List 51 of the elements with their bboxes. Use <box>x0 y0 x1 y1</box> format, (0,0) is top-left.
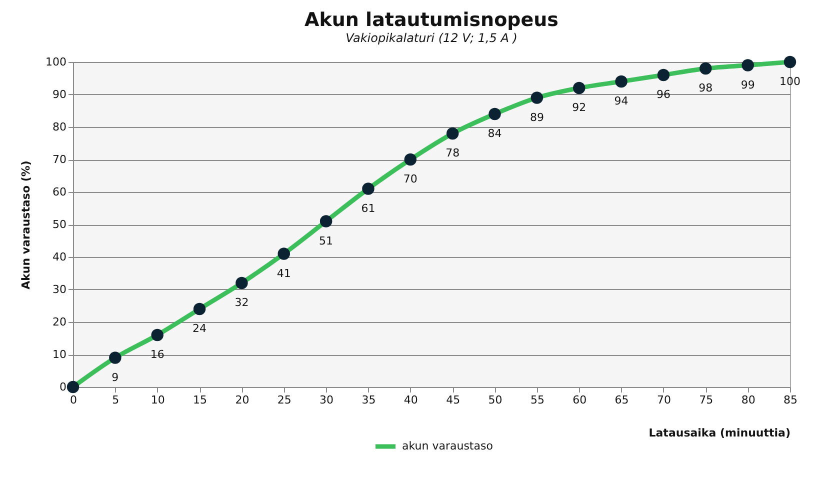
x-tick-label: 80 <box>741 394 756 406</box>
x-tick-label: 40 <box>404 394 418 406</box>
x-axis-title: Latausaika (minuuttia) <box>648 426 790 440</box>
data-label: 98 <box>698 82 713 94</box>
data-label: 100 <box>780 75 800 88</box>
data-label: 9 <box>112 370 119 384</box>
y-tick-label: 50 <box>52 218 66 231</box>
data-label: 51 <box>319 234 334 248</box>
data-label: 84 <box>488 127 502 140</box>
data-label: 96 <box>656 88 670 101</box>
y-tick-label: 20 <box>52 316 66 328</box>
x-tick-label: 45 <box>446 394 460 406</box>
y-tick-label: 90 <box>52 88 66 101</box>
data-label: 78 <box>446 146 460 160</box>
x-tick-label: 85 <box>784 394 798 406</box>
y-tick-label: 10 <box>52 348 66 361</box>
legend-label: akun varaustaso <box>402 440 494 452</box>
data-label: 41 <box>276 266 291 280</box>
data-label: 24 <box>192 322 207 335</box>
x-tick-label: 15 <box>193 394 208 406</box>
data-label: 70 <box>403 172 418 186</box>
x-tick-label: 75 <box>699 394 714 406</box>
x-tick-label: 30 <box>320 394 334 406</box>
data-label: 32 <box>234 296 249 309</box>
data-label: 16 <box>150 348 164 361</box>
x-tick-label: 60 <box>572 394 587 406</box>
y-tick-label: 70 <box>52 153 66 166</box>
y-tick-label: 30 <box>52 283 66 296</box>
x-tick-label: 5 <box>112 394 120 406</box>
data-label: 89 <box>530 110 544 124</box>
x-tick-label: 55 <box>530 394 544 406</box>
y-tick-label: 40 <box>52 250 66 264</box>
y-tick-label: 0 <box>60 380 66 394</box>
y-tick-label: 60 <box>52 186 66 198</box>
x-tick-label: 65 <box>614 394 629 406</box>
chart-title: Akun latautumisnopeus <box>304 8 558 31</box>
x-tick-label: 0 <box>70 394 77 406</box>
data-label: 99 <box>740 78 755 92</box>
y-tick-label: 80 <box>52 120 66 134</box>
y-tick-label: 100 <box>46 56 66 68</box>
data-label: 92 <box>572 101 586 114</box>
y-axis-title: Akun varaustaso (%) <box>20 160 33 290</box>
x-tick-label: 10 <box>150 394 165 406</box>
chart-subtitle: Vakiopikalaturi (12 V; 1,5 A ) <box>346 30 518 45</box>
x-tick-label: 20 <box>235 394 250 406</box>
x-tick-label: 50 <box>488 394 502 406</box>
x-tick-label: 25 <box>277 394 292 406</box>
x-tick-label: 35 <box>362 394 376 406</box>
data-label: 94 <box>614 94 628 108</box>
x-tick-label: 70 <box>656 394 671 406</box>
data-label: 61 <box>361 202 376 215</box>
